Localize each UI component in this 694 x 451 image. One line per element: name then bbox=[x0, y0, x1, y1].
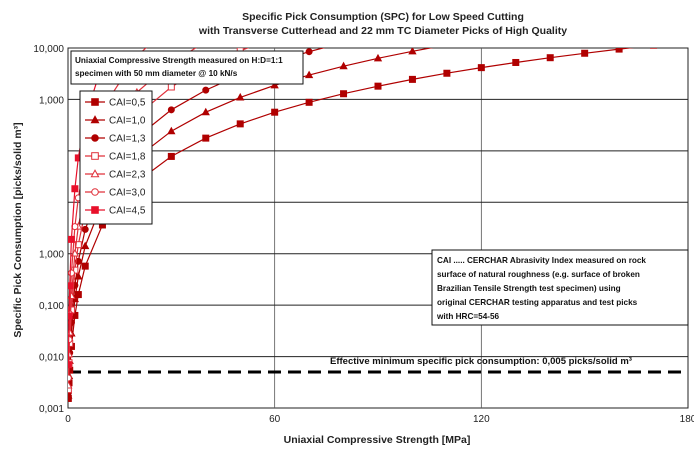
cai-note-line-4: original CERCHAR testing apparatus and t… bbox=[437, 298, 638, 307]
chart-title: Specific Pick Consumption (SPC) for Low … bbox=[242, 11, 524, 23]
y-tick-label: 0,100 bbox=[39, 301, 64, 312]
x-tick-label: 180 bbox=[680, 414, 694, 425]
data-point bbox=[271, 108, 279, 116]
data-point bbox=[68, 312, 73, 320]
data-point bbox=[304, 70, 314, 79]
y-tick-label: 1,000 bbox=[39, 95, 64, 106]
legend-label: CAI=1,0 bbox=[109, 116, 146, 127]
data-point bbox=[236, 92, 245, 101]
cai-note-line-3: Brazilian Tensile Strength test specimen… bbox=[437, 284, 621, 293]
gridlines bbox=[68, 48, 688, 408]
chart-subtitle: with Transverse Cutterhead and 22 mm TC … bbox=[198, 25, 567, 37]
data-point bbox=[74, 241, 82, 249]
data-point bbox=[167, 106, 175, 114]
data-point bbox=[374, 82, 382, 90]
legend-label: CAI=3,0 bbox=[109, 188, 146, 199]
data-point bbox=[581, 21, 588, 27]
cai-note-line-2: surface of natural roughness (e.g. surfa… bbox=[437, 270, 640, 279]
data-point bbox=[168, 22, 174, 28]
data-point bbox=[270, 80, 279, 89]
data-point bbox=[236, 120, 244, 128]
data-point bbox=[167, 126, 176, 135]
data-point bbox=[581, 49, 589, 57]
data-point bbox=[339, 61, 348, 70]
data-point bbox=[202, 38, 209, 44]
data-point bbox=[68, 381, 73, 389]
data-point bbox=[202, 134, 210, 142]
legend-marker bbox=[90, 115, 100, 124]
data-point bbox=[305, 48, 313, 56]
cai-note-line-5: with HRC=54-56 bbox=[436, 312, 500, 321]
cai-note-box: CAI ..... CERCHAR Abrasivity Index measu… bbox=[431, 249, 689, 326]
y-tick-label: 1,000 bbox=[39, 250, 64, 261]
data-point bbox=[616, 16, 623, 22]
data-point bbox=[305, 98, 313, 106]
series-line bbox=[68, 48, 326, 393]
data-point bbox=[408, 48, 417, 55]
ucs-note-box: Uniaxial Compressive Strength measured o… bbox=[70, 50, 304, 85]
data-point bbox=[443, 69, 451, 77]
data-point bbox=[615, 48, 623, 53]
legend-label: CAI=0,5 bbox=[109, 98, 146, 109]
data-point bbox=[444, 41, 451, 47]
y-axis-label: Specific Pick Consumption [picks/solid m… bbox=[12, 122, 24, 337]
ucs-note-line-1: Uniaxial Compressive Strength measured o… bbox=[75, 56, 283, 65]
legend: CAI=0,5 CAI=1,0 CAI=1,3 CAI=1,8 CAI=2,3 CAI=3… bbox=[79, 90, 153, 225]
legend-label: CAI=1,8 bbox=[109, 152, 146, 163]
data-point bbox=[68, 361, 72, 369]
data-point bbox=[685, 38, 691, 44]
legend-marker bbox=[91, 134, 99, 142]
legend-label: CAI=2,3 bbox=[109, 170, 146, 181]
data-point bbox=[341, 40, 347, 46]
plot-border bbox=[67, 47, 689, 409]
legend-label: CAI=4,5 bbox=[109, 206, 146, 217]
data-point bbox=[650, 48, 658, 49]
y-tick-label: 0,001 bbox=[39, 404, 64, 415]
data-point bbox=[68, 282, 74, 290]
data-point bbox=[373, 53, 383, 62]
data-point bbox=[81, 225, 89, 233]
plot-area bbox=[67, 47, 689, 409]
data-point bbox=[167, 152, 175, 160]
data-point bbox=[71, 185, 79, 193]
data-point bbox=[477, 64, 485, 72]
data-point bbox=[81, 262, 89, 270]
x-tick-label: 60 bbox=[269, 414, 281, 425]
x-axis-label: Uniaxial Compressive Strength [MPa] bbox=[284, 434, 471, 446]
legend-marker bbox=[91, 206, 99, 214]
data-point bbox=[68, 235, 75, 243]
data-point bbox=[81, 241, 90, 250]
data-point bbox=[512, 58, 520, 66]
legend-marker bbox=[91, 188, 99, 196]
cai-note-line-1: CAI ..... CERCHAR Abrasivity Index measu… bbox=[437, 256, 646, 265]
x-tick-label: 0 bbox=[65, 414, 71, 425]
data-point bbox=[202, 86, 210, 94]
data-point bbox=[408, 75, 416, 83]
minimum-consumption-label: Effective minimum specific pick consumpt… bbox=[330, 356, 632, 367]
axis-ticks: 0 60 120 180 0,001 0,010 0,100 1,000 1,000 10,000 bbox=[33, 44, 694, 425]
y-tick-label: 10,000 bbox=[33, 44, 64, 55]
y-tick-label: 0,010 bbox=[39, 353, 64, 364]
legend-marker bbox=[90, 169, 100, 178]
x-tick-label: 120 bbox=[473, 414, 490, 425]
data-point bbox=[68, 269, 75, 277]
data-point bbox=[340, 90, 348, 98]
data-point bbox=[167, 83, 175, 91]
data-point bbox=[68, 374, 72, 382]
data-point bbox=[546, 54, 554, 62]
ucs-note-line-2: specimen with 50 mm diameter @ 10 kN/s bbox=[75, 69, 238, 78]
data-point bbox=[201, 107, 210, 116]
legend-marker bbox=[91, 98, 99, 106]
legend-label: CAI=1,3 bbox=[109, 134, 146, 145]
legend-marker bbox=[91, 152, 99, 160]
